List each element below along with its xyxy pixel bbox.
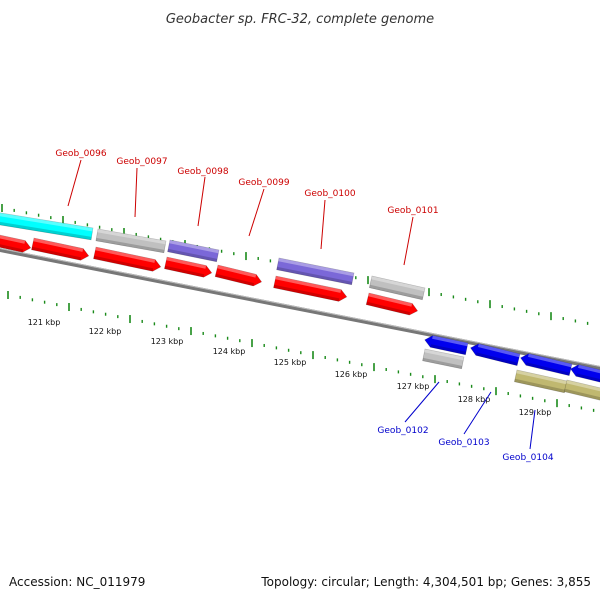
cds-arrow-red <box>365 292 419 316</box>
backbone-layer <box>0 247 600 371</box>
feature-cyan <box>0 211 94 241</box>
feature-khaki <box>563 379 600 402</box>
callout-line <box>67 159 82 207</box>
scale-label: 125 kbp <box>274 358 307 367</box>
callout-line <box>248 188 265 237</box>
genome-summary-text: Topology: circular; Length: 4,304,501 bp… <box>260 575 591 589</box>
scale-label: 124 kbp <box>213 347 246 356</box>
genes-layer <box>0 211 600 402</box>
scale-labels-layer: 121 kbp 122 kbp 123 kbp 124 kbp 125 kbp 126 k… <box>28 318 552 417</box>
feature-gray <box>368 275 426 301</box>
callout-line <box>463 391 492 435</box>
cds-arrow-red <box>214 264 263 287</box>
cds-arrow-red <box>93 246 162 272</box>
map-title: Geobacter sp. FRC-32, complete genome <box>166 12 434 27</box>
scale-label: 127 kbp <box>397 382 430 391</box>
callout-line <box>320 199 326 250</box>
feature-violet <box>167 239 220 263</box>
cds-arrow-blue <box>520 353 573 377</box>
backbone-line <box>0 247 600 371</box>
scale-label: 123 kbp <box>151 337 184 346</box>
gene-label: Geob_0103 <box>438 438 489 448</box>
gene-label: Geob_0104 <box>502 453 553 463</box>
feature-gray <box>422 348 465 370</box>
cds-arrow-blue <box>570 364 600 384</box>
backbone-highlight <box>0 247 600 368</box>
feature-gray <box>95 228 167 254</box>
callout-line <box>404 381 440 423</box>
callout-line <box>134 167 138 218</box>
gene-label: Geob_0096 <box>55 149 106 159</box>
cds-arrow-red <box>164 256 213 278</box>
callout-line <box>529 409 536 450</box>
cds-arrow-red <box>273 275 348 302</box>
gene-label: Geob_0100 <box>304 189 355 199</box>
gene-label: Geob_0098 <box>177 167 228 177</box>
callout-line <box>403 216 414 266</box>
feature-violet <box>276 257 355 286</box>
gene-label: Geob_0101 <box>387 206 438 216</box>
scale-label: 122 kbp <box>89 327 122 336</box>
callout-line <box>197 176 206 227</box>
gene-label: Geob_0099 <box>238 178 289 188</box>
cds-arrow-red <box>31 237 90 261</box>
scale-label: 126 kbp <box>335 370 368 379</box>
cds-arrow-blue <box>424 335 469 356</box>
gene-callouts-layer: Geob_0096 Geob_0097 Geob_0098 Geob_0099 Geob… <box>55 149 553 463</box>
tick-marks-layer <box>1 204 595 412</box>
gene-label: Geob_0097 <box>116 157 167 167</box>
gene-label: Geob_0102 <box>377 426 428 436</box>
accession-text: Accession: NC_011979 <box>9 575 145 589</box>
feature-khaki <box>514 369 568 394</box>
cds-arrow-blue <box>470 343 521 367</box>
cds-arrow-red <box>0 233 32 253</box>
scale-label: 121 kbp <box>28 318 61 327</box>
scale-label: 128 kbp <box>458 395 491 404</box>
